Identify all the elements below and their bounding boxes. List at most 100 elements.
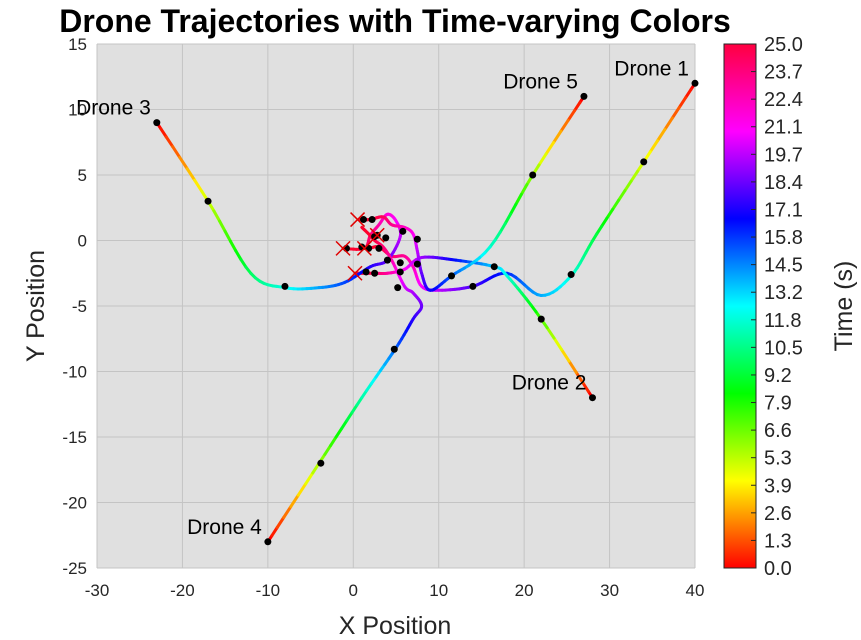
- waypoint-marker: [691, 79, 699, 87]
- trajectory-segment: [684, 87, 693, 100]
- trajectory-segment: [334, 427, 344, 439]
- end-cross-marker: [369, 227, 385, 243]
- waypoint-marker: [264, 538, 272, 546]
- waypoint-marker: [281, 282, 289, 290]
- trajectory-segment: [677, 96, 688, 109]
- colorbar-tick-label: 18.4: [764, 172, 803, 194]
- x-tick-label: 20: [515, 581, 534, 600]
- trajectory-segment: [185, 167, 197, 182]
- waypoint-marker: [390, 345, 398, 353]
- colorbar-tick-label: 9.2: [764, 365, 792, 387]
- trajectory-segment: [178, 155, 189, 171]
- end-cross-marker: [335, 240, 351, 256]
- colorbar-tick-label: 21.1: [764, 117, 803, 139]
- drone-labels: Drone 1 Drone 2 Drone 3 Drone 4 Drone 5: [76, 57, 689, 538]
- colorbar-tick-label: 2.6: [764, 503, 792, 525]
- end-cross-marker: [350, 212, 366, 228]
- trajectory-segment: [581, 381, 590, 393]
- waypoint-marker: [413, 260, 421, 268]
- waypoint-marker: [317, 459, 325, 467]
- waypoint-marker: [448, 272, 456, 280]
- trajectory-segment: [552, 129, 563, 145]
- y-tick-label: 0: [78, 232, 87, 251]
- trajectory-segment: [234, 249, 243, 261]
- trajectory-segment: [340, 419, 349, 431]
- trajectory-segment: [275, 516, 286, 529]
- x-tick-label: -10: [256, 581, 281, 600]
- colorbar-ticks: 0.0 1.3 2.6 3.9 5.3 6.6 7.9 9.2 10.5 11.8 13.2 14.5…: [751, 34, 803, 580]
- trajectory-segment: [270, 525, 279, 538]
- colorbar-label: Time (s): [830, 261, 858, 352]
- waypoint-marker: [580, 92, 588, 100]
- trajectory-segment: [493, 230, 502, 242]
- waypoint-marker: [529, 171, 537, 179]
- trajectory-segment: [600, 216, 609, 228]
- waypoint-marker: [375, 244, 383, 252]
- trajectory-segment: [282, 505, 293, 520]
- trajectory-segment: [573, 101, 582, 113]
- x-tick-label: -30: [85, 581, 110, 600]
- trajectory-segment: [559, 347, 571, 363]
- x-tick-label: 10: [429, 581, 448, 600]
- trajectory-segment: [629, 169, 640, 183]
- x-tick-label: 30: [600, 581, 619, 600]
- y-tick-label: 5: [78, 166, 87, 185]
- colorbar-tick-label: 15.8: [764, 227, 803, 249]
- y-axis-label: Y Position: [22, 250, 50, 362]
- trajectory-segment: [304, 471, 315, 486]
- trajectory-segment: [329, 435, 338, 448]
- trajectory-segment: [617, 189, 627, 202]
- y-tick-label: -5: [72, 297, 87, 316]
- waypoint-marker: [490, 263, 498, 271]
- colorbar-tick-label: 17.1: [764, 199, 803, 221]
- colorbar-tick-label: 22.4: [764, 89, 803, 111]
- end-cross-marker: [356, 240, 372, 256]
- trajectory-segment: [519, 183, 529, 196]
- trajectory-segment: [545, 326, 556, 340]
- colorbar-tick-label: 5.3: [764, 448, 792, 470]
- waypoint-marker: [469, 282, 477, 290]
- trajectory-segment: [228, 239, 238, 253]
- waypoint-marker: [382, 234, 390, 242]
- waypoint-marker: [537, 315, 545, 323]
- x-tick-label: 40: [686, 581, 705, 600]
- trajectory-segment: [503, 212, 513, 225]
- end-crosses: [335, 212, 385, 281]
- end-cross-marker: [347, 265, 363, 281]
- trajectory-segment: [574, 370, 585, 385]
- colorbar-tick-label: 3.9: [764, 475, 792, 497]
- trajectory-segment: [360, 225, 364, 230]
- waypoint-marker: [399, 227, 407, 235]
- drone-label: Drone 3: [76, 97, 151, 120]
- trajectory-drone-4: [266, 225, 424, 544]
- trajectory-segment: [605, 207, 615, 220]
- trajectory-segment: [544, 141, 556, 156]
- waypoint-marker: [394, 284, 402, 292]
- colorbar-tick-label: 6.6: [764, 420, 792, 442]
- trajectory-segment: [559, 118, 570, 133]
- trajectory-segment: [323, 444, 333, 456]
- y-tick-label: 15: [68, 35, 87, 54]
- waypoint-marker: [368, 216, 376, 224]
- trajectory-segment: [218, 219, 227, 233]
- y-axis-ticks: -25 -20 -15 -10 -5 0 5 10 15: [62, 35, 87, 578]
- trajectory-segment: [655, 127, 667, 143]
- colorbar-tick-label: 23.7: [764, 62, 803, 84]
- colorbar-tick-label: 14.5: [764, 255, 803, 277]
- waypoint-marker: [362, 268, 370, 276]
- y-tick-label: -10: [62, 363, 87, 382]
- waypoint-marker: [204, 197, 212, 205]
- grid-lines: [96, 43, 696, 569]
- waypoint-markers: [153, 79, 699, 546]
- trajectory-segment: [552, 336, 563, 351]
- trajectory-segment: [171, 145, 182, 159]
- trajectory-segment: [566, 109, 577, 122]
- trajectory-segment: [345, 411, 354, 423]
- waypoint-marker: [567, 271, 575, 279]
- drone-label: Drone 2: [512, 372, 587, 395]
- trajectory-segment: [537, 152, 548, 167]
- colorbar-tick-label: 11.8: [764, 310, 801, 332]
- trajectory-segment: [350, 403, 359, 415]
- trajectory-segment: [289, 493, 300, 509]
